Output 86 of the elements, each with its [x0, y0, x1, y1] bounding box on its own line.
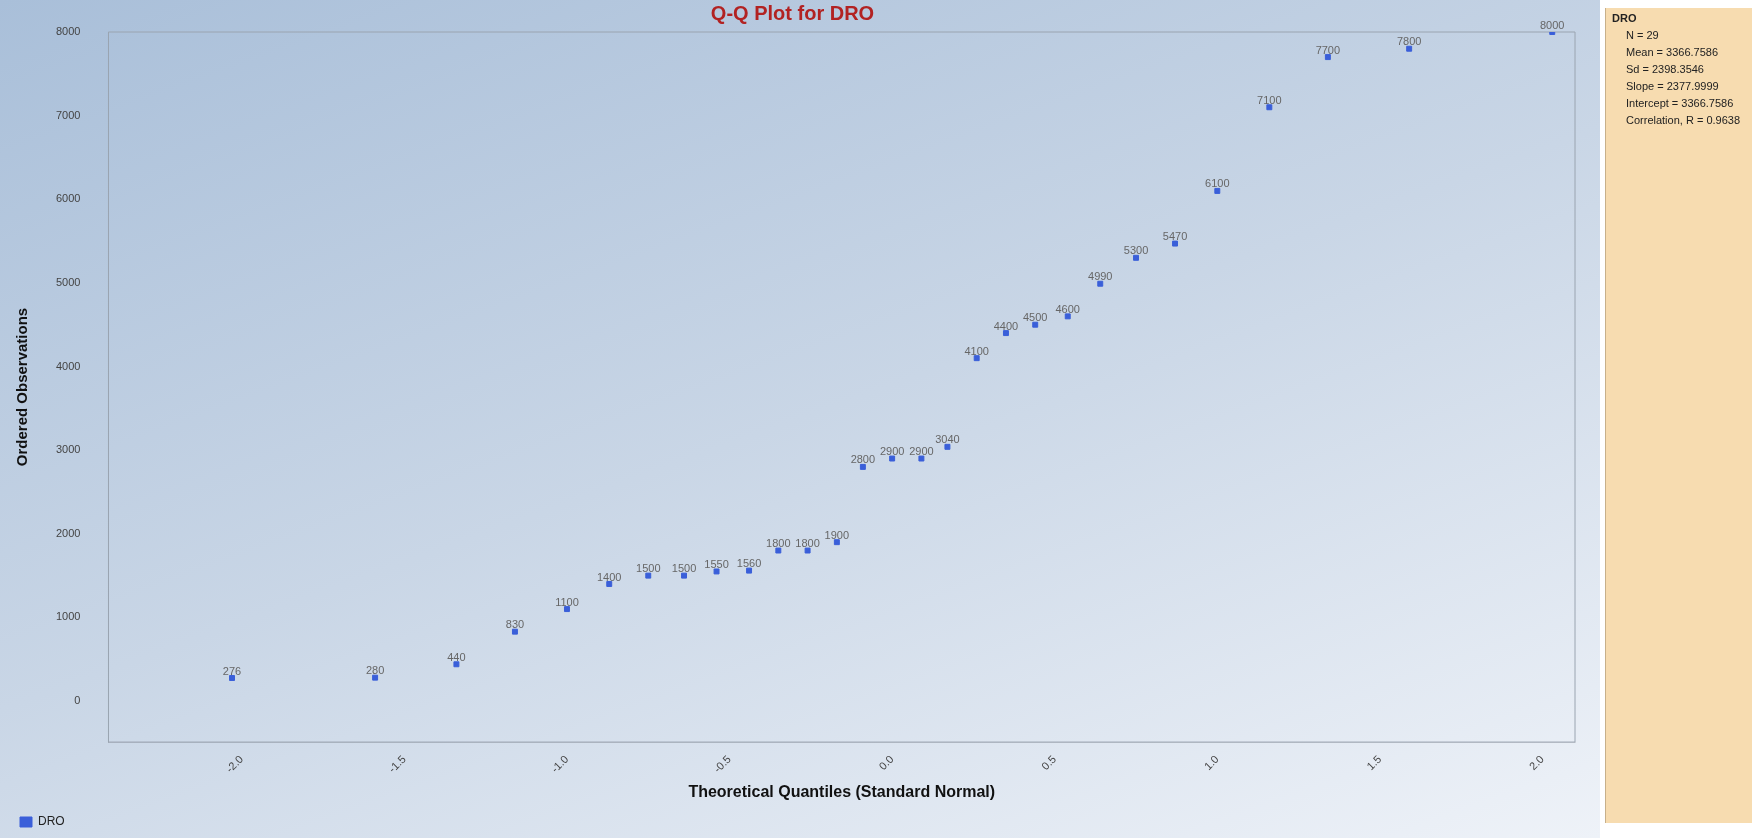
- text: Slope = 2377.9999: [1626, 80, 1720, 93]
- point: [859, 463, 866, 470]
- text: Mean = 3366.7586: [1626, 46, 1720, 59]
- x-tick-label: 0.0: [876, 752, 896, 773]
- data-label: 4500: [1022, 311, 1048, 324]
- data-label: 440: [447, 650, 466, 663]
- point: [511, 628, 518, 635]
- y-tick-label: 2000: [55, 526, 81, 539]
- x-tick-label: -0.5: [711, 752, 734, 775]
- point: [1214, 187, 1221, 194]
- x-tick-label: 2.0: [1526, 752, 1547, 773]
- data-label: 830: [505, 618, 525, 631]
- data-label: 7700: [1315, 43, 1341, 56]
- data-label: 1900: [824, 528, 850, 541]
- data-label: 1550: [704, 557, 729, 570]
- point: [1133, 254, 1139, 261]
- data-label: 7100: [1257, 93, 1282, 106]
- data-label: 1500: [636, 562, 661, 575]
- x-tick-label: 1.5: [1364, 752, 1384, 773]
- x-tick-label: -1.0: [548, 752, 571, 775]
- y-tick-label: 8000: [55, 25, 81, 38]
- text: Sd = 2398.3546: [1626, 63, 1705, 76]
- point: [944, 443, 951, 450]
- data-label: 6100: [1205, 177, 1230, 190]
- text: Intercept = 3366.7586: [1626, 97, 1735, 110]
- chart-title: Q-Q Plot for DRO: [710, 1, 875, 24]
- data-label: 280: [365, 664, 385, 677]
- point: [1097, 280, 1104, 287]
- text: Correlation, R = 0.9638: [1626, 114, 1742, 127]
- point: [1064, 313, 1071, 320]
- point: [833, 539, 840, 546]
- point: [645, 572, 652, 579]
- data-label: 1400: [596, 570, 622, 583]
- point: [1324, 54, 1331, 61]
- data-label: 2900: [879, 445, 905, 458]
- point: [563, 606, 570, 613]
- point: [973, 355, 980, 362]
- data-label: 1560: [736, 557, 762, 570]
- legend-label: DRO: [38, 814, 65, 829]
- y-axis-title: Ordered Observations: [13, 307, 31, 467]
- point: [804, 547, 811, 554]
- point: [1266, 104, 1273, 111]
- y-tick-label: 6000: [55, 192, 81, 205]
- data-label: 4990: [1088, 270, 1113, 283]
- data-label: 1500: [671, 562, 697, 575]
- point: [1406, 45, 1413, 52]
- text: DRO: [1612, 12, 1638, 25]
- y-tick-label: 7000: [55, 108, 81, 121]
- data-label: 7800: [1396, 35, 1422, 48]
- data-label: 5470: [1162, 230, 1188, 243]
- y-tick-label: 1000: [55, 610, 81, 623]
- data-label: 8000: [1540, 18, 1565, 31]
- data-label: 276: [222, 664, 242, 677]
- point: [681, 572, 687, 579]
- data-label: 2800: [850, 453, 876, 466]
- point: [713, 568, 720, 575]
- point: [1172, 240, 1179, 247]
- point: [918, 455, 925, 462]
- y-tick-label: 3000: [55, 443, 81, 456]
- point: [1002, 330, 1009, 337]
- x-tick-label: -1.5: [386, 752, 408, 775]
- point: [372, 674, 379, 681]
- y-tick-label: 5000: [55, 275, 81, 288]
- x-axis-title: Theoretical Quantiles (Standard Normal): [688, 782, 996, 800]
- data-label: 3040: [935, 433, 960, 446]
- point: [889, 455, 896, 462]
- x-tick-label: 0.5: [1038, 752, 1059, 773]
- text: N = 29: [1626, 29, 1660, 42]
- point: [1032, 321, 1039, 328]
- data-label: 4400: [993, 319, 1019, 332]
- point: [746, 567, 753, 574]
- data-label: 5300: [1123, 244, 1149, 257]
- data-label: 2900: [909, 445, 934, 458]
- y-tick-label: 4000: [55, 359, 81, 372]
- data-label: 4600: [1055, 302, 1080, 315]
- point: [775, 547, 782, 554]
- y-tick-label: 0: [74, 694, 81, 707]
- x-tick-label: -2.0: [223, 752, 246, 775]
- data-label: 4100: [964, 344, 989, 357]
- point: [453, 661, 460, 668]
- point: [229, 675, 236, 681]
- data-label: 1800: [795, 537, 820, 550]
- point: [606, 581, 613, 587]
- data-label: 1800: [766, 537, 791, 550]
- x-tick-label: 1.0: [1201, 752, 1221, 773]
- data-label: 1100: [555, 595, 579, 608]
